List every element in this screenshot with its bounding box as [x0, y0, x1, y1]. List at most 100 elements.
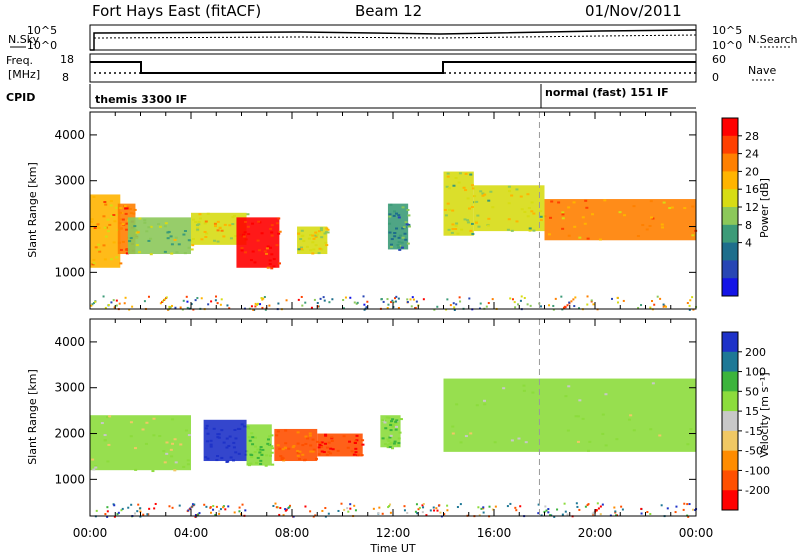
power-ground-speckle — [262, 297, 265, 300]
power-speckle — [125, 252, 129, 255]
velocity-speckle — [320, 445, 324, 448]
power-speckle — [323, 232, 327, 235]
velocity-speckle — [304, 442, 308, 445]
power-speckle — [220, 229, 224, 232]
velocity-speckle — [296, 454, 300, 457]
power-speckle — [257, 220, 261, 223]
power-speckle — [393, 232, 397, 235]
power-speckle — [163, 250, 167, 253]
power-speckle — [447, 228, 451, 231]
velocity-y-axis: 1000 2000 3000 4000 — [54, 319, 697, 516]
power-ground-speckle — [526, 303, 529, 306]
power-ground-speckle — [616, 296, 619, 299]
power-speckle — [270, 234, 274, 237]
power-speckle — [393, 235, 397, 238]
velocity-speckle — [296, 431, 300, 434]
power-ground-speckle — [529, 304, 532, 307]
power-ground-speckle — [170, 304, 173, 307]
velocity-speckle — [264, 464, 268, 467]
power-speckle — [454, 228, 458, 231]
velocity-cbar-tick-label-4: -15 — [745, 425, 763, 438]
power-speckle — [251, 250, 255, 253]
velocity-speckle — [331, 448, 335, 451]
velocity-ground-speckle — [418, 506, 421, 509]
power-ground-speckle — [254, 302, 257, 305]
power-ground-speckle — [207, 303, 210, 306]
velocity-ground-speckle — [139, 515, 142, 518]
velocity-speckle — [601, 413, 605, 416]
power-ground-speckle — [331, 298, 334, 301]
velocity-speckle — [265, 454, 269, 457]
power-speckle — [396, 243, 400, 246]
power-ground-speckle — [263, 295, 266, 298]
power-speckle — [187, 239, 191, 242]
power-speckle — [450, 231, 454, 234]
power-ground-speckle — [412, 298, 415, 301]
velocity-ground-speckle — [578, 508, 581, 511]
power-speckle — [649, 216, 653, 219]
velocity-ground-speckle — [203, 503, 206, 506]
power-cbar-swatch — [722, 189, 738, 208]
date-label: 01/Nov/2011 — [585, 2, 682, 20]
power-ground-speckle — [112, 299, 115, 302]
velocity-speckle — [588, 440, 592, 443]
power-speckle — [407, 225, 411, 228]
power-speckle — [315, 233, 319, 236]
velocity-speckle — [186, 459, 190, 462]
velocity-ground-speckle — [117, 511, 120, 514]
velocity-ground-speckle — [168, 505, 171, 508]
power-ground-speckle — [392, 301, 395, 304]
velocity-speckle — [291, 446, 295, 449]
velocity-speckle — [225, 437, 229, 440]
velocity-speckle — [455, 403, 459, 406]
velocity-ground-speckle — [137, 503, 140, 506]
power-speckle — [603, 199, 607, 202]
power-speckle — [507, 218, 511, 221]
power-speckle — [143, 221, 147, 224]
power-speckle — [403, 232, 407, 235]
velocity-ground-speckle — [113, 515, 116, 518]
power-ground-speckle — [485, 305, 488, 308]
velocity-speckle — [649, 428, 653, 431]
power-speckle — [388, 231, 392, 234]
power-ground-speckle — [410, 305, 413, 308]
power-speckle — [506, 228, 510, 231]
velocity-speckle — [483, 403, 487, 406]
velocity-speckle — [389, 424, 393, 427]
power-speckle — [164, 222, 168, 225]
power-ground-speckle — [656, 295, 659, 298]
velocity-ground-speckle — [556, 508, 559, 511]
power-speckle — [388, 222, 392, 225]
velocity-ground-speckle — [456, 506, 459, 509]
power-speckle — [192, 218, 196, 221]
x-axis-label: Time UT — [369, 542, 415, 554]
velocity-speckle — [158, 435, 162, 438]
velocity-ground-speckle — [133, 512, 136, 515]
power-ground-speckle — [179, 306, 182, 309]
power-speckle — [272, 265, 276, 268]
velocity-speckle — [243, 425, 247, 428]
power-speckle — [572, 201, 576, 204]
velocity-ground-speckle — [675, 505, 678, 508]
velocity-speckle — [604, 393, 608, 396]
power-speckle — [216, 229, 220, 232]
power-speckle — [312, 237, 316, 240]
velocity-speckle — [165, 452, 169, 455]
power-speckle — [314, 244, 318, 247]
power-speckle — [95, 225, 99, 228]
power-speckle — [147, 239, 151, 242]
power-ground-speckle — [653, 303, 656, 306]
velocity-ground-speckle — [222, 505, 225, 508]
velocity-speckle — [510, 439, 514, 442]
velocity-ground-speckle — [327, 512, 330, 515]
power-speckle — [515, 188, 519, 191]
velocity-cbar-tick-label-7: -200 — [745, 484, 770, 497]
power-ground-speckle — [91, 303, 94, 306]
power-speckle — [243, 231, 247, 234]
velocity-ground-speckle — [209, 506, 212, 509]
power-speckle — [314, 235, 318, 238]
power-speckle — [578, 236, 582, 239]
velocity-ground-speckle — [688, 503, 691, 506]
power-ground-speckle — [566, 304, 569, 307]
velocity-speckle — [393, 440, 397, 443]
